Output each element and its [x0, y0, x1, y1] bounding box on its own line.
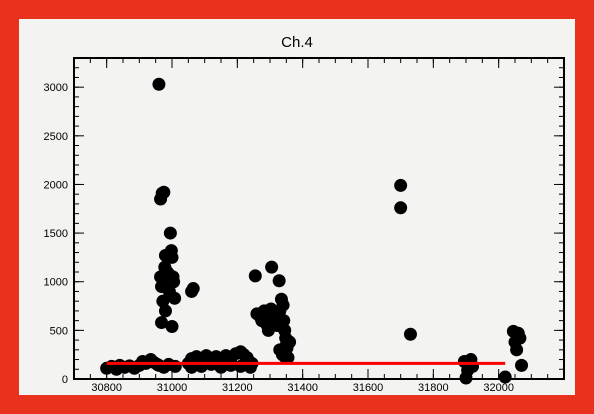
- data-point: [186, 282, 200, 296]
- data-points: [100, 77, 529, 385]
- y-tick-label: 1500: [44, 228, 68, 240]
- data-point: [265, 260, 279, 274]
- x-tick-label: 31200: [222, 382, 253, 394]
- chart-panel: Ch.4 0 500 1000 1500 2000 2500 3000 30800 31000…: [19, 19, 575, 395]
- x-tick-label: 31600: [353, 382, 384, 394]
- data-point: [272, 274, 286, 288]
- data-point: [510, 343, 524, 357]
- data-point: [515, 358, 529, 372]
- y-tick-label: 2500: [44, 131, 68, 143]
- x-tick-label: 31000: [157, 382, 188, 394]
- data-point: [277, 314, 291, 328]
- y-tick-label: 2000: [44, 179, 68, 191]
- data-point: [156, 294, 170, 308]
- y-tick-label: 0: [62, 374, 68, 386]
- data-point: [278, 347, 292, 361]
- y-tick-label: 3000: [44, 82, 68, 94]
- data-point: [157, 185, 171, 199]
- data-point: [165, 319, 179, 333]
- data-point: [163, 226, 177, 240]
- data-point: [394, 201, 408, 215]
- x-tick-label: 32000: [483, 382, 514, 394]
- data-point: [168, 359, 182, 373]
- data-point: [394, 178, 408, 192]
- x-tick-label: 31400: [287, 382, 318, 394]
- scatter-chart: Ch.4 0 500 1000 1500 2000 2500 3000 30800 31000…: [44, 34, 565, 394]
- x-axis: 30800 31000 31200 31400 31600 31800 32000: [73, 58, 565, 394]
- data-point: [155, 316, 169, 330]
- data-point: [168, 291, 182, 305]
- y-tick-label: 1000: [44, 277, 68, 289]
- data-point: [248, 269, 262, 283]
- data-point: [152, 77, 166, 91]
- x-tick-label: 30800: [91, 382, 122, 394]
- chart-title: Ch.4: [281, 34, 313, 51]
- data-point: [466, 359, 480, 373]
- x-tick-label: 31800: [418, 382, 449, 394]
- y-axis: 0 500 1000 1500 2000 2500 3000: [44, 57, 564, 386]
- y-tick-label: 500: [50, 325, 68, 337]
- plot-frame: [73, 57, 565, 380]
- data-point: [276, 298, 290, 312]
- data-point: [167, 275, 181, 289]
- data-point: [403, 327, 417, 341]
- data-point: [165, 250, 179, 264]
- data-point: [283, 335, 297, 349]
- data-point: [498, 370, 512, 384]
- data-point: [513, 331, 527, 345]
- data-point: [158, 304, 172, 318]
